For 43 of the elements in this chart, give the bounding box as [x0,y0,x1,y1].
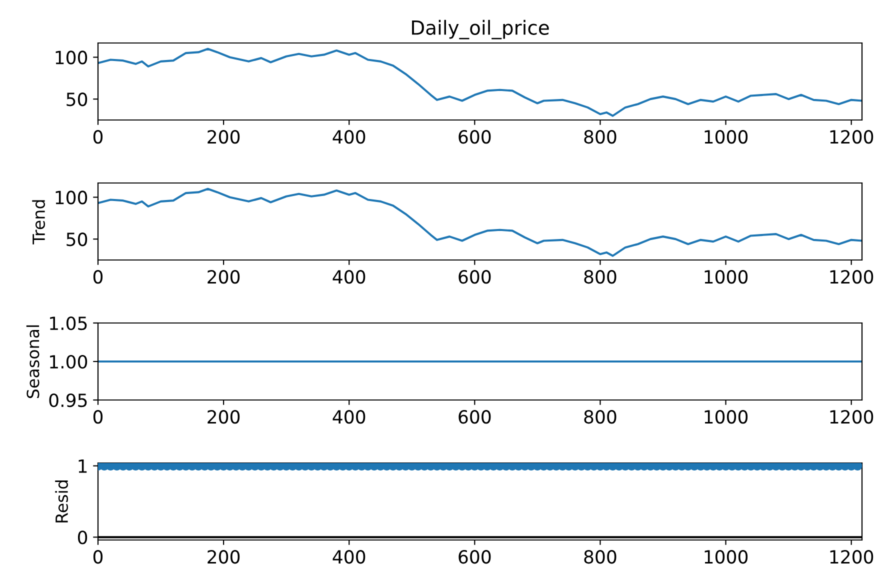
y-tick-label: 1.05 [50,316,87,330]
y-axis-title: Trend [32,200,46,244]
y-tick-label: 50 [66,232,88,246]
x-tick-label: 800 [584,410,616,424]
x-tick-label: 600 [458,550,491,564]
x-tick-label: 1000 [704,410,748,424]
x-tick-label: 400 [332,130,366,144]
line-series [98,48,862,117]
x-tick-label: 600 [458,270,491,284]
x-tick-label: 1200 [830,550,874,564]
x-tick-label: 0 [93,410,103,424]
x-tick-label: 200 [208,410,240,424]
y-tick-label: 1.00 [50,354,88,369]
x-tick-label: 1200 [830,130,874,144]
y-axis-title: Seasonal [26,325,40,398]
y-tick-label: 0.95 [49,393,87,408]
x-tick-label: 600 [458,130,491,144]
x-tick-label: 0 [93,550,103,564]
y-tick-label: 1 [78,460,87,473]
x-tick-label: 600 [458,410,491,424]
x-tick-label: 1000 [704,270,748,284]
x-tick-label: 800 [584,270,616,284]
chart-title: Daily_oil_price [412,20,549,40]
x-tick-label: 200 [208,130,240,144]
x-tick-label: 400 [332,410,366,424]
x-tick-label: 1000 [704,130,748,144]
x-tick-label: 800 [584,550,616,564]
y-tick-label: 50 [66,92,88,106]
y-axis-title: Resid [55,480,68,522]
x-tick-label: 0 [93,270,103,284]
x-tick-label: 1200 [830,270,874,284]
x-tick-label: 1200 [830,410,874,424]
x-tick-label: 400 [332,270,366,284]
y-tick-label: 100 [56,50,88,64]
x-tick-label: 200 [208,270,240,284]
x-tick-label: 200 [208,550,240,564]
x-tick-label: 400 [332,550,366,564]
x-tick-label: 1000 [704,550,748,564]
x-tick-label: 800 [584,130,616,144]
line-series [98,188,862,257]
y-tick-label: 100 [56,190,88,204]
y-tick-label: 0 [78,530,88,544]
x-tick-label: 0 [93,130,103,144]
